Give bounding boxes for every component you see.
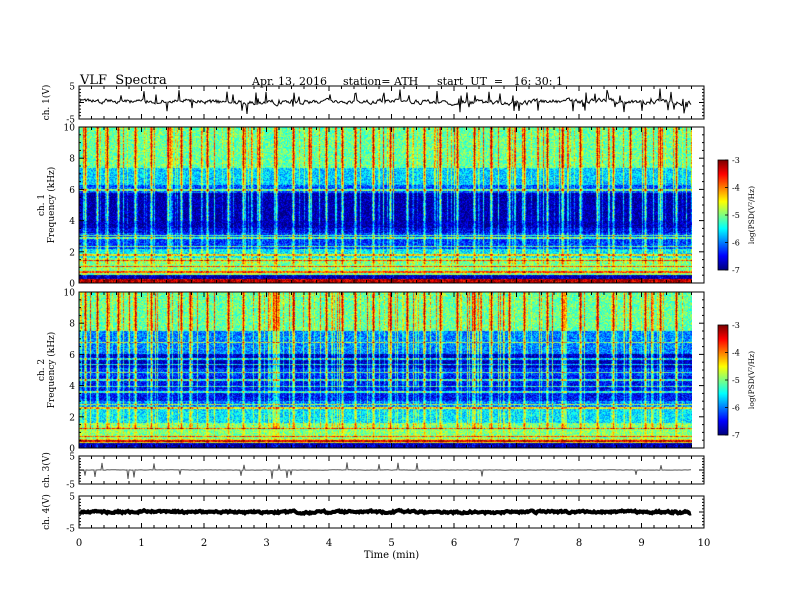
x-tick-label: 10 xyxy=(698,538,711,549)
ch1-spectrogram-colorbar-tick-label: -7 xyxy=(732,266,740,275)
ch2-spectrogram-colorbar-label: log(PSD(V²/Hz) xyxy=(747,351,756,409)
x-tick-label: 9 xyxy=(638,538,644,549)
x-tick-label: 6 xyxy=(451,538,457,549)
ch2-spectrogram-ytick-label: 4 xyxy=(69,382,75,392)
ch1-spectrogram-colorbar xyxy=(718,160,728,270)
ch1-spectrogram-colorbar-tick-label: -6 xyxy=(732,239,740,248)
ch3-waveform-trace xyxy=(80,462,691,480)
ch2-spectrogram-colorbar-tick-label: -4 xyxy=(732,349,740,358)
station-label: station= ATH xyxy=(343,75,419,88)
x-tick-label: 3 xyxy=(263,538,269,549)
ch2-spectrogram-ylabel: ch. 2 xyxy=(37,359,47,381)
ch1-spectrogram-colorbar-tick-label: -3 xyxy=(732,156,740,165)
ch1-spectrogram-ytick-label: 0 xyxy=(69,280,75,290)
ch4-waveform-ytick-label: -5 xyxy=(66,525,75,535)
ch2-spectrogram-image xyxy=(79,292,692,448)
x-tick-label: 8 xyxy=(576,538,582,549)
chart-title: VLF Spectra xyxy=(80,73,167,88)
ch2-spectrogram-ylabel: Frequency (kHz) xyxy=(46,332,57,409)
x-tick-label: 5 xyxy=(388,538,394,549)
ch2-spectrogram-colorbar-tick-label: -7 xyxy=(732,431,740,440)
ch4-waveform-ytick-label: 5 xyxy=(69,493,75,503)
ch2-spectrogram-colorbar-tick-label: -5 xyxy=(732,376,740,385)
ch2-spectrogram-ytick-label: 6 xyxy=(69,351,75,361)
ch1-spectrogram-ylabel: Frequency (kHz) xyxy=(46,167,57,244)
ch1-waveform-ytick-label: 5 xyxy=(69,83,75,93)
ch3-waveform-ytick-label: -5 xyxy=(66,481,75,491)
ch2-spectrogram-colorbar-tick-label: -6 xyxy=(732,404,740,413)
ch2-spectrogram-ytick-label: 2 xyxy=(69,413,75,423)
ch1-spectrogram-ytick-label: 8 xyxy=(69,155,75,165)
ch1-spectrogram-image xyxy=(79,127,692,283)
ch1-spectrogram-colorbar-tick-label: -4 xyxy=(732,184,740,193)
ch4-waveform-trace xyxy=(78,507,692,517)
ch1-waveform-trace xyxy=(79,88,692,114)
date-label: Apr. 13, 2016 xyxy=(252,75,328,88)
ch1-spectrogram-ytick-label: 4 xyxy=(69,217,75,227)
x-tick-label: 1 xyxy=(138,538,144,549)
ch4-waveform-ylabel: ch. 4(V) xyxy=(41,494,52,530)
ch1-spectrogram-colorbar-label: log(PSD(V²/Hz) xyxy=(747,186,756,244)
ch3-waveform-ytick-label: 5 xyxy=(69,453,75,463)
start-time-label: start UT = 16: 30: 1 xyxy=(437,75,564,88)
ch2-spectrogram-colorbar xyxy=(718,325,728,435)
ch1-waveform-ytick-label: -5 xyxy=(66,116,75,126)
ch1-spectrogram-ytick-label: 10 xyxy=(64,124,76,134)
x-axis-title: Time (min) xyxy=(364,550,419,561)
ch1-spectrogram-ytick-label: 6 xyxy=(69,186,75,196)
ch1-waveform-ylabel: ch. 1(V) xyxy=(41,85,52,121)
x-tick-label: 7 xyxy=(513,538,519,549)
ch2-spectrogram-ytick-label: 0 xyxy=(69,445,75,455)
x-tick-label: 0 xyxy=(76,538,82,549)
ch1-spectrogram-colorbar-tick-label: -5 xyxy=(732,211,740,220)
ch1-spectrogram-ylabel: ch. 1 xyxy=(37,194,47,216)
ch3-waveform-ylabel: ch. 3(V) xyxy=(41,452,52,488)
ch2-spectrogram-ytick-label: 8 xyxy=(69,320,75,330)
ch1-spectrogram-ytick-label: 2 xyxy=(69,248,75,258)
ch2-spectrogram-ytick-label: 10 xyxy=(64,289,76,299)
ch2-spectrogram-colorbar-tick-label: -3 xyxy=(732,321,740,330)
x-tick-label: 2 xyxy=(201,538,207,549)
x-tick-label: 4 xyxy=(326,538,332,549)
